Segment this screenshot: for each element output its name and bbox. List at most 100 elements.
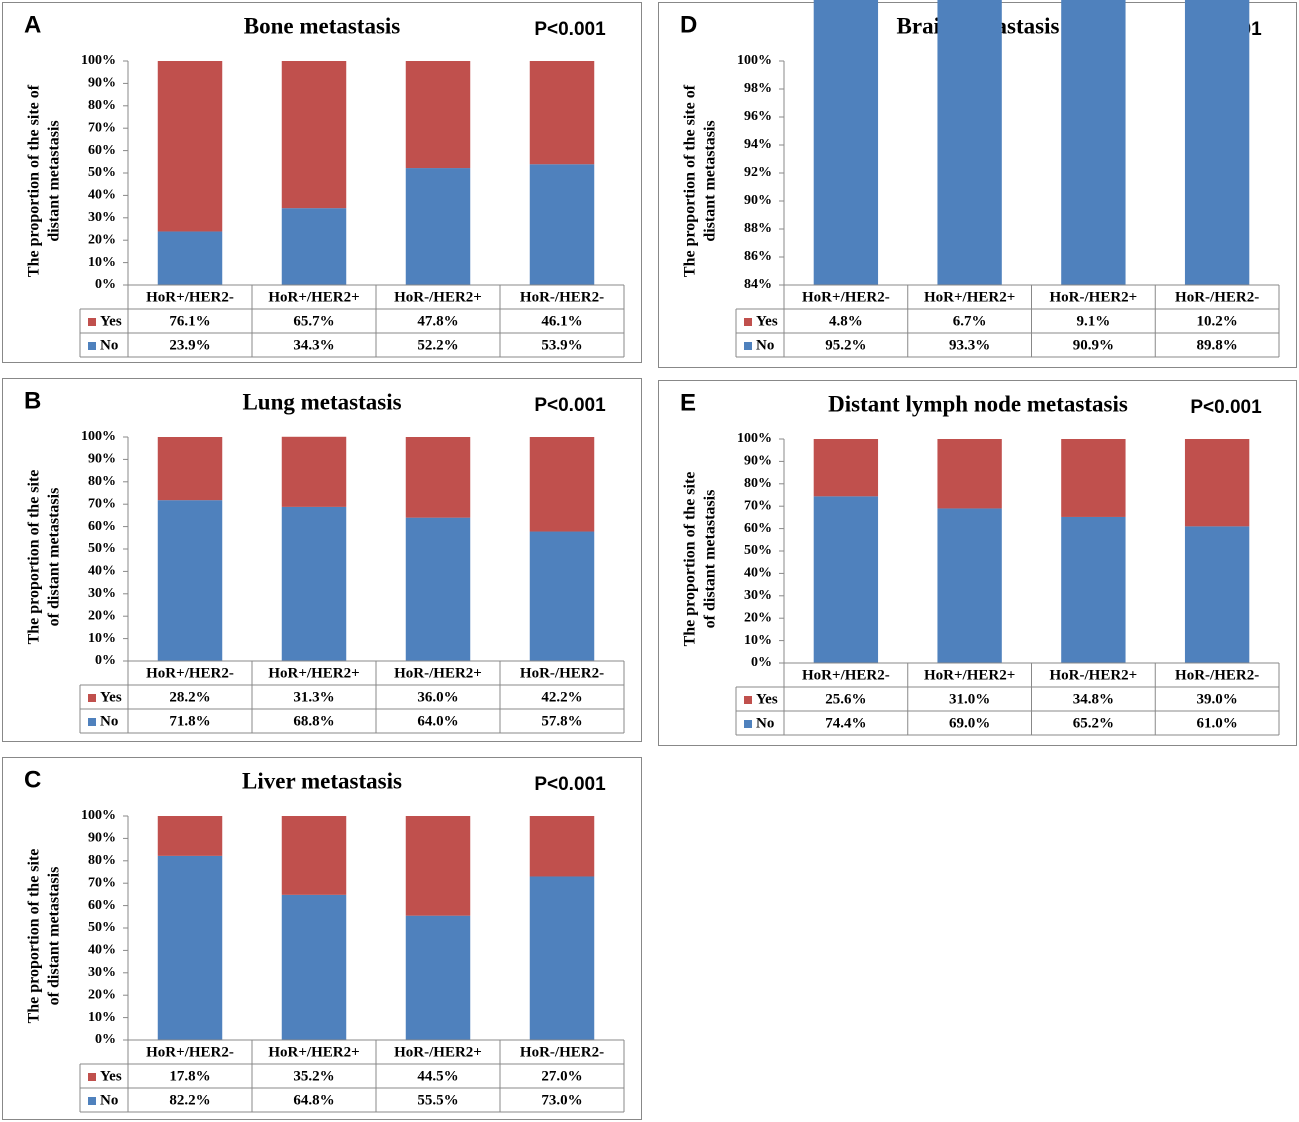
y-tick-label: 100% (81, 429, 116, 444)
x-tick-label: HoR-/HER2- (1175, 667, 1259, 683)
data-label: 39.0% (1197, 691, 1238, 707)
y-tick-label: 60% (88, 143, 116, 158)
data-label: 69.0% (949, 715, 990, 731)
bar-segment (529, 164, 595, 285)
data-label: 23.9% (169, 337, 210, 353)
bar-segment (529, 531, 595, 661)
data-label: 61.0% (1197, 715, 1238, 731)
legend-swatch (88, 318, 96, 326)
bar-segment (281, 61, 347, 209)
bar-segment (1061, 0, 1126, 285)
y-tick-label: 100% (81, 808, 116, 823)
data-label: 25.6% (825, 691, 866, 707)
data-label: 27.0% (541, 1068, 582, 1084)
chart-title: Liver metastasis (242, 768, 402, 793)
data-label: 89.8% (1197, 337, 1238, 353)
panel-frame (2, 757, 642, 1120)
chart-title: Distant lymph node metastasis (828, 391, 1128, 416)
data-label: 10.2% (1197, 313, 1238, 329)
y-tick-label: 10% (88, 1010, 116, 1025)
legend-swatch (88, 342, 96, 350)
legend-label: Yes (756, 691, 778, 707)
bar-segment (281, 208, 347, 285)
panel-letter: E (680, 389, 696, 416)
panel: B Lung metastasis P<0.001 The proportion of… (2, 378, 642, 742)
y-tick-label: 70% (88, 496, 116, 511)
panel-letter: D (680, 11, 697, 38)
y-tick-label: 60% (744, 521, 772, 536)
bar-segment (405, 816, 471, 916)
data-label: 82.2% (169, 1092, 210, 1108)
y-tick-label: 10% (744, 633, 772, 648)
y-tick-label: 80% (88, 474, 116, 489)
legend-label: No (100, 1092, 118, 1108)
y-axis-label: distant metastasis (46, 120, 63, 241)
data-label: 53.9% (541, 337, 582, 353)
y-axis-label: distant metastasis (702, 120, 719, 241)
panel-frame (658, 380, 1297, 746)
y-tick-label: 90% (744, 193, 772, 208)
legend-swatch (744, 342, 752, 350)
x-tick-label: HoR+/HER2+ (268, 289, 359, 305)
data-label: 6.7% (953, 313, 987, 329)
annotation: P<0.001 (1190, 397, 1262, 418)
bar-segment (1061, 516, 1126, 663)
chart-title: Bone metastasis (244, 13, 401, 38)
y-tick-label: 100% (737, 431, 772, 446)
y-tick-label: 30% (88, 965, 116, 980)
legend-swatch (744, 696, 752, 704)
x-tick-label: HoR-/HER2- (1175, 289, 1259, 305)
x-tick-label: HoR-/HER2+ (1050, 289, 1138, 305)
legend-label: Yes (100, 313, 122, 329)
data-label: 52.2% (417, 337, 458, 353)
legend-label: No (100, 337, 118, 353)
legend-label: Yes (100, 1068, 122, 1084)
y-axis-label: The proportion of the site (682, 472, 699, 647)
bar-segment (157, 61, 223, 232)
x-tick-label: HoR+/HER2- (802, 667, 890, 683)
x-tick-label: HoR+/HER2- (802, 289, 890, 305)
y-tick-label: 20% (744, 610, 772, 625)
y-axis-label: of distant metastasis (702, 490, 719, 629)
y-tick-label: 60% (88, 519, 116, 534)
bar-segment (1184, 439, 1250, 527)
data-label: 65.2% (1073, 715, 1114, 731)
bar-segment (157, 500, 223, 661)
data-label: 31.3% (293, 689, 334, 705)
y-axis-label: of distant metastasis (46, 867, 63, 1006)
panel-letter: C (24, 766, 41, 793)
bar-segment (937, 508, 1002, 663)
panel-frame (2, 378, 642, 742)
data-label: 31.0% (949, 691, 990, 707)
data-label: 35.2% (293, 1068, 334, 1084)
x-tick-label: HoR+/HER2- (146, 665, 234, 681)
y-tick-label: 98% (744, 81, 772, 96)
y-tick-label: 90% (744, 454, 772, 469)
y-tick-label: 70% (88, 120, 116, 135)
legend-label: Yes (100, 689, 122, 705)
bar-segment (405, 168, 471, 285)
y-tick-label: 100% (737, 53, 772, 68)
y-axis-label: The proportion of the site (26, 849, 43, 1024)
y-tick-label: 40% (88, 564, 116, 579)
data-label: 47.8% (417, 313, 458, 329)
legend-swatch (88, 1097, 96, 1105)
x-tick-label: HoR+/HER2- (146, 1044, 234, 1060)
data-label: 64.8% (293, 1092, 334, 1108)
data-label: 74.4% (825, 715, 866, 731)
data-label: 55.5% (417, 1092, 458, 1108)
bar-segment (281, 816, 347, 895)
y-tick-label: 96% (744, 109, 772, 124)
y-tick-label: 70% (744, 498, 772, 513)
panel: A Bone metastasis P<0.001 The proportion of… (2, 2, 642, 363)
legend-swatch (88, 1073, 96, 1081)
legend-swatch (744, 720, 752, 728)
x-tick-label: HoR-/HER2- (520, 1044, 604, 1060)
data-label: 73.0% (541, 1092, 582, 1108)
x-tick-label: HoR-/HER2+ (394, 289, 482, 305)
y-tick-label: 80% (88, 853, 116, 868)
y-tick-label: 40% (744, 566, 772, 581)
legend-label: No (756, 337, 774, 353)
